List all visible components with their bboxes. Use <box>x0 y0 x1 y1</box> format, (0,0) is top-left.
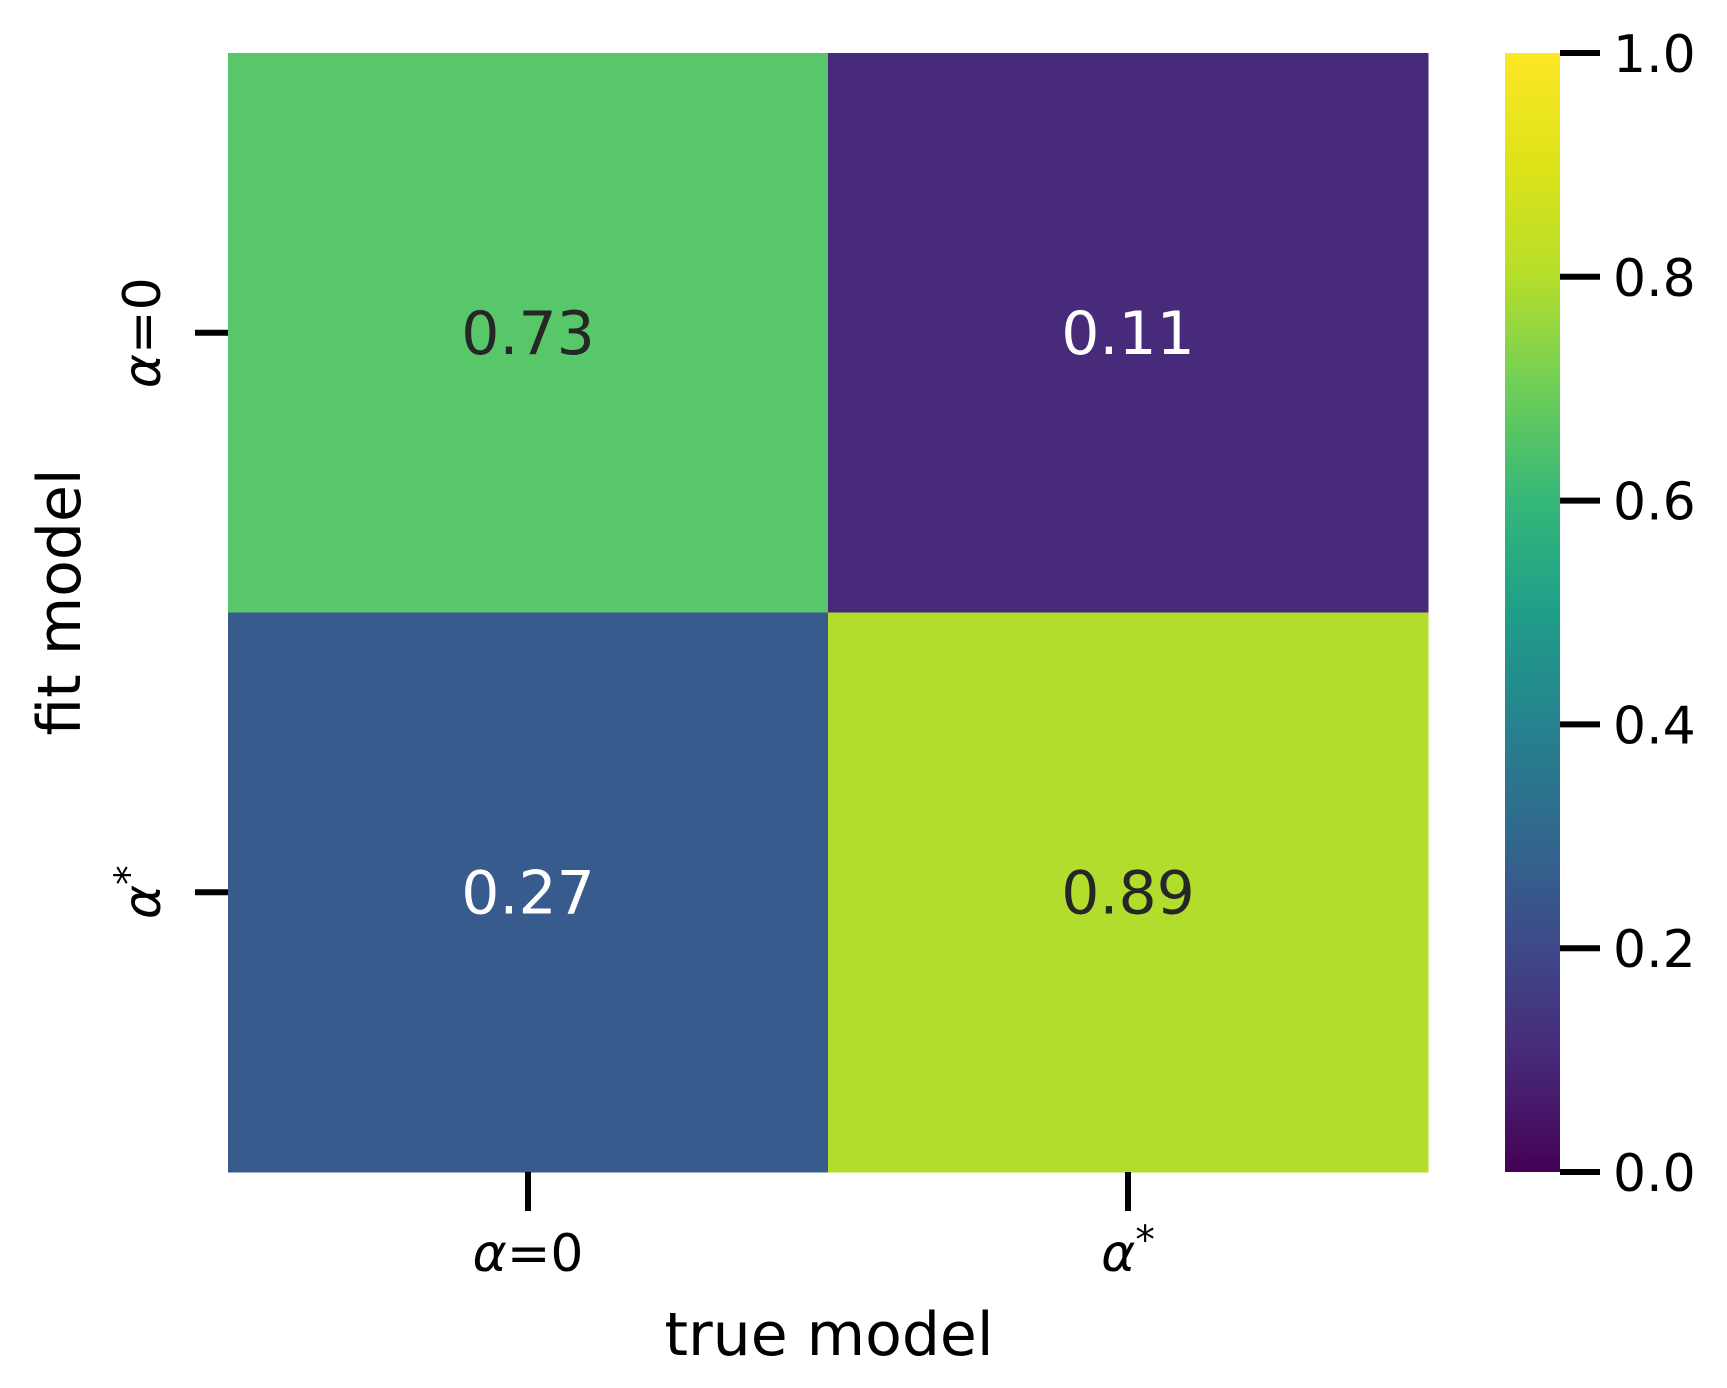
heatmap-cell-r1-c0 <box>228 612 829 1173</box>
colorbar-tick-label-0: 0.0 <box>1613 1144 1696 1204</box>
y-tick-label-alpha-eq-0: α=0 <box>113 277 173 388</box>
heatmap-cell-r0-c1 <box>828 53 1429 613</box>
x-tick-label-alpha-star: α* <box>1101 1218 1155 1284</box>
cell-value-label-r1-c0: 0.27 <box>461 858 595 928</box>
x-tick-label-alpha-eq-0: α=0 <box>473 1224 584 1284</box>
cell-value-label-r1-c1: 0.89 <box>1061 858 1195 928</box>
heatmap-value-labels: 0.73 0.11 0.27 0.89 <box>461 299 1195 929</box>
heatmap-cell-r1-c1 <box>828 612 1429 1173</box>
colorbar-tick-label-2: 0.4 <box>1613 696 1696 756</box>
cell-value-label-r0-c0: 0.73 <box>461 299 595 369</box>
cell-value-label-r0-c1: 0.11 <box>1061 299 1195 369</box>
colorbar-tick-label-1: 0.2 <box>1613 920 1696 980</box>
y-tick-label-alpha-star: α* <box>107 865 173 919</box>
colorbar-axis: 0.0 0.2 0.4 0.6 0.8 1.0 <box>1560 25 1696 1204</box>
colorbar-tick-label-4: 0.8 <box>1613 249 1696 309</box>
y-axis: α=0 α* <box>107 277 228 919</box>
colorbar-tick-label-3: 0.6 <box>1613 473 1696 533</box>
y-axis-label: fit model <box>25 468 95 735</box>
x-axis-label: true model <box>664 1300 993 1370</box>
x-axis: α=0 α* <box>473 1172 1155 1284</box>
heatmap-cell-r0-c0 <box>228 53 829 613</box>
colorbar <box>1505 53 1560 1172</box>
colorbar-tick-label-5: 1.0 <box>1613 25 1696 85</box>
heatmap-cells <box>228 53 1429 1173</box>
